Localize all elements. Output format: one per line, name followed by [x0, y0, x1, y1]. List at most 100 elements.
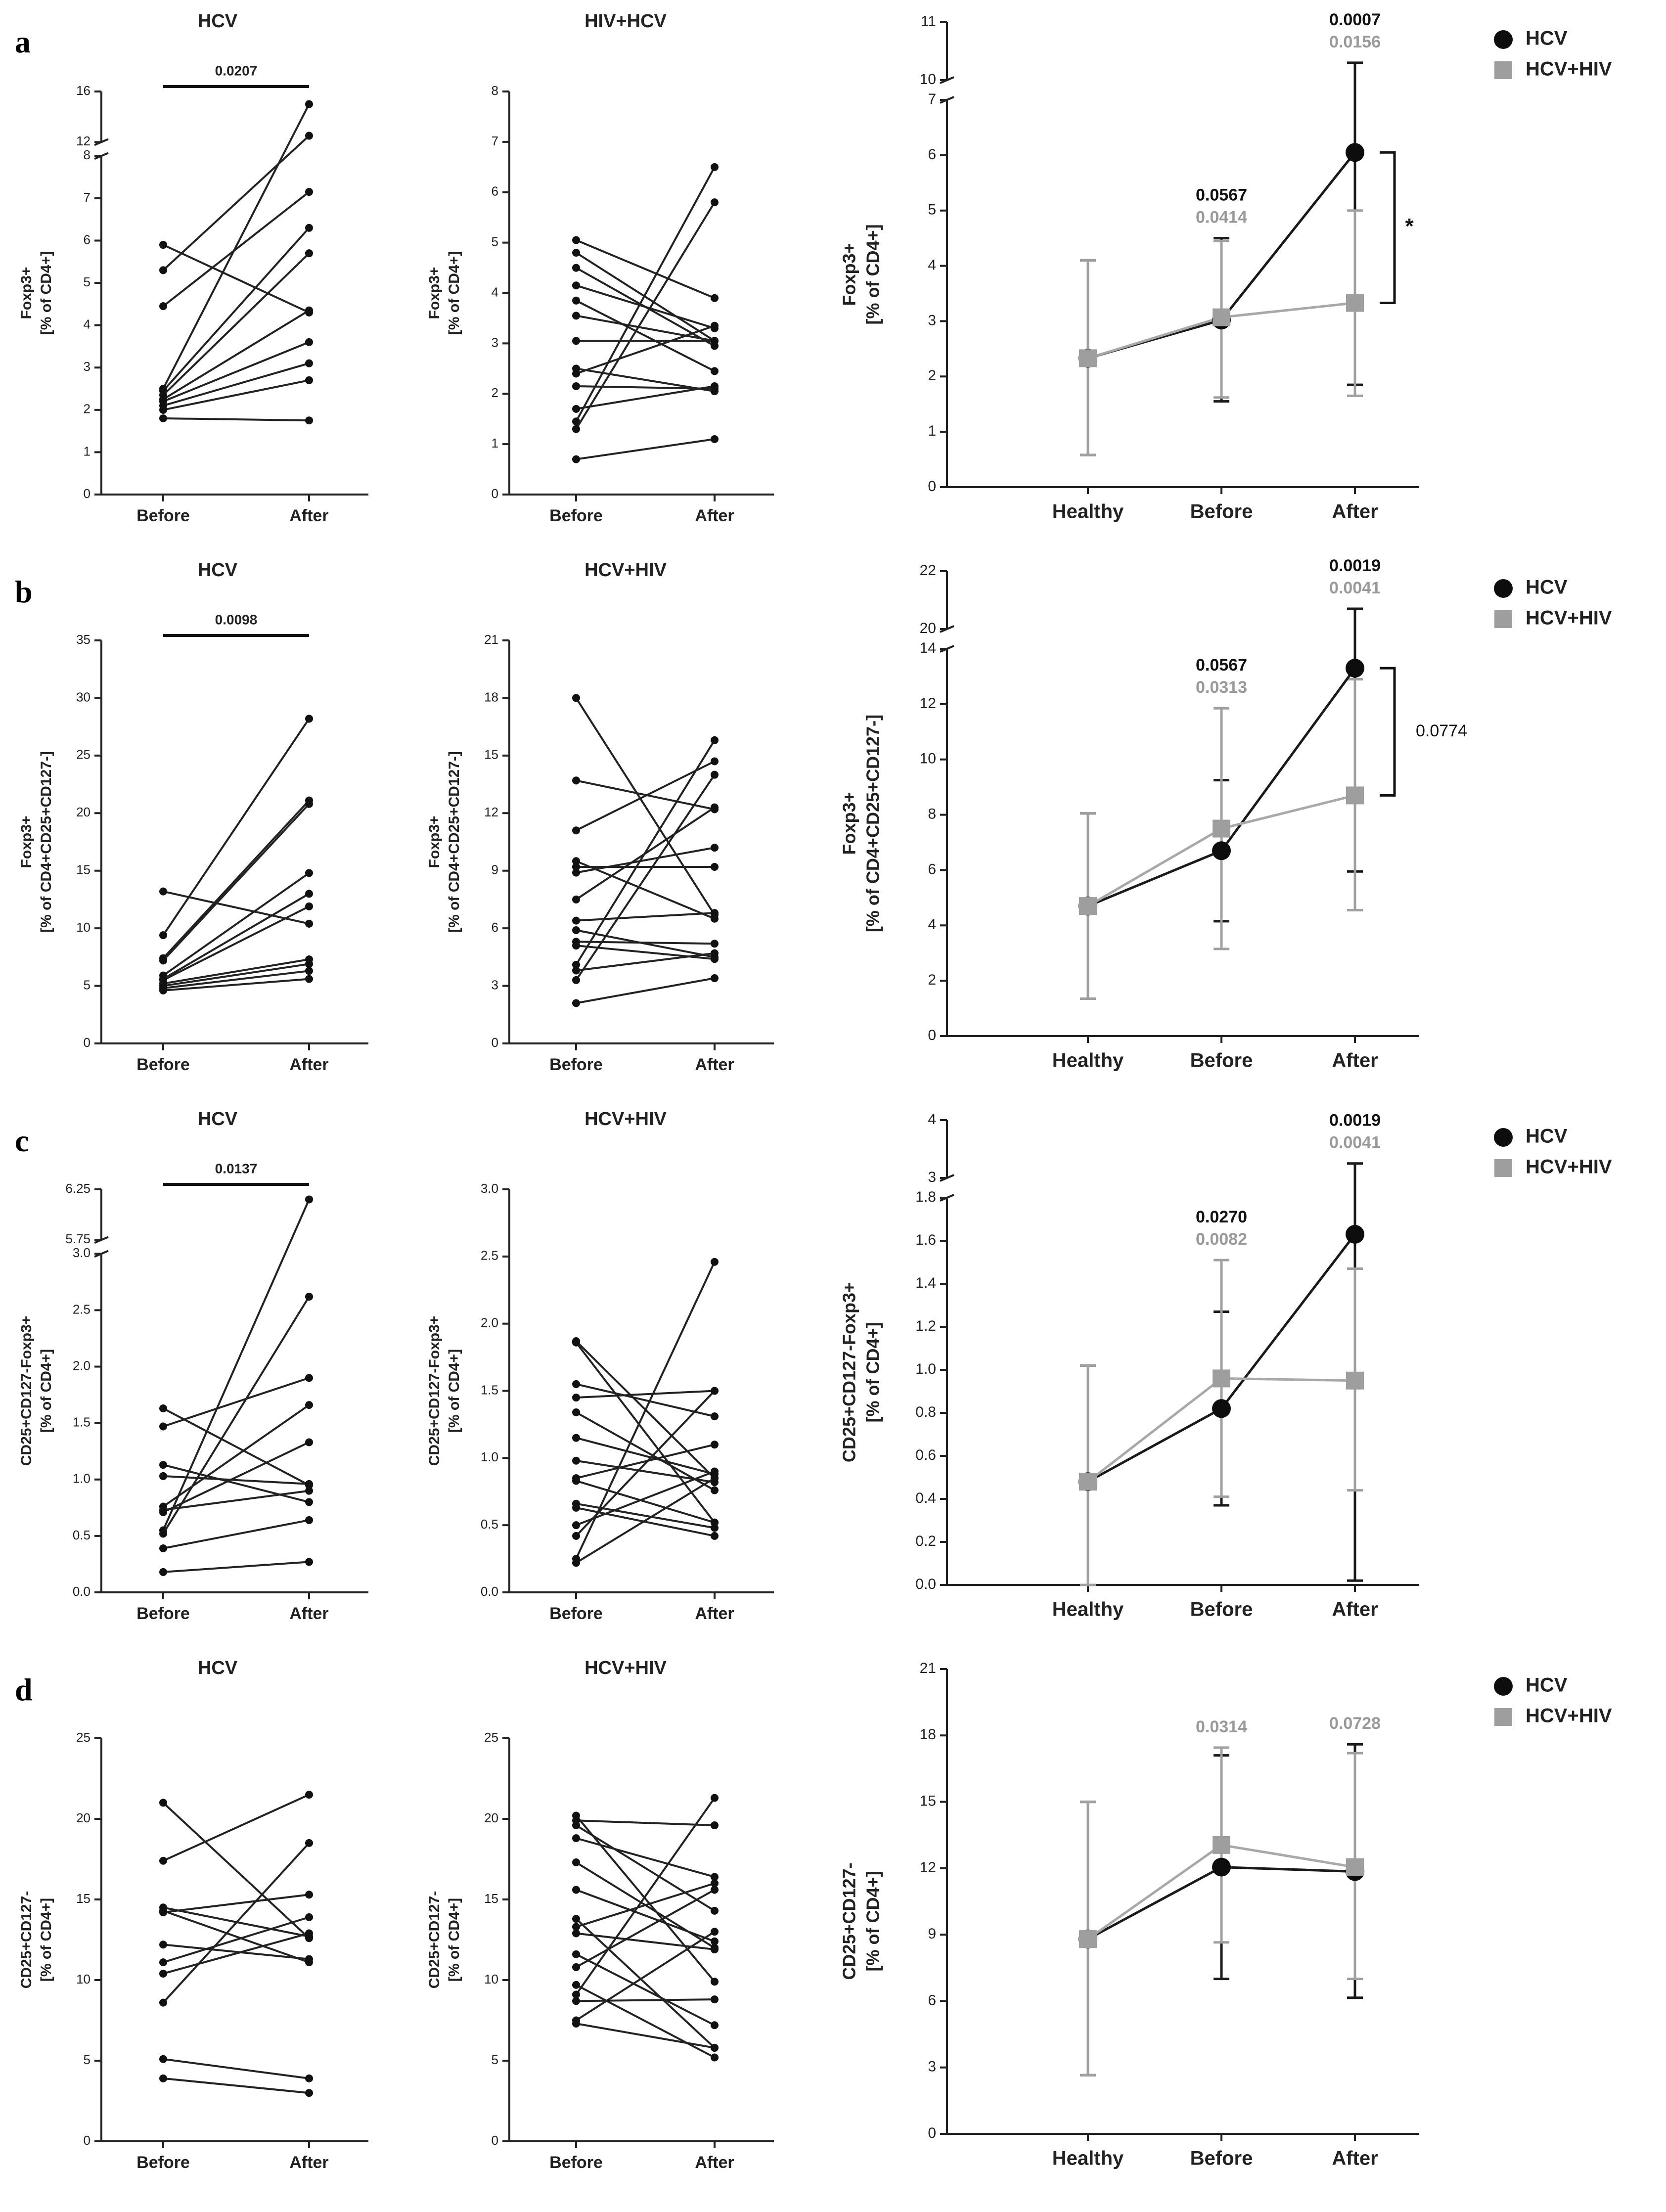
row3-hcv-hiv-after-point: [711, 1873, 719, 1881]
row0-hcv-hiv-y-label: [% of CD4+]: [446, 251, 462, 335]
row3-hcv-hiv-subject-line: [576, 1882, 715, 1928]
row0-hcv-before-point: [159, 406, 167, 414]
row0-mean-legend-hcv-hiv-marker: [1494, 61, 1512, 79]
row0-hcv-hiv-y-tick-label: 0: [492, 486, 498, 501]
row0-hcv-hiv-y-tick-label: 3: [492, 335, 498, 350]
panel-letter-d: d: [15, 1672, 33, 1707]
row3-hcv-hiv-before-point: [572, 1915, 580, 1923]
row1-hcv-hiv-before-point: [572, 942, 580, 950]
row1-mean-y-tick-label: 10: [920, 751, 936, 767]
row0-hcv-subject-line: [163, 341, 310, 403]
row1-hcv-hiv-y-tick-label: 6: [492, 920, 498, 935]
row1-hcv-hiv-y-label: Foxp3+: [426, 816, 443, 868]
row1-mean-y-tick-label: 20: [920, 620, 936, 636]
row0-hcv-hiv-subject-line: [576, 299, 715, 372]
row1-hcv-hiv-before-point: [572, 862, 580, 871]
row0-mean-y-tick-label: 5: [928, 202, 936, 218]
row3-hcv-hiv-subject-line: [575, 1815, 716, 1983]
row3-hcv-y-label: [% of CD4+]: [38, 1898, 54, 1982]
row0-hcv-subject-line: [163, 244, 310, 314]
row0-mean-legend-hcv-label: HCV: [1526, 28, 1568, 49]
row2-hcv-y-tick-label: 0.5: [73, 1528, 90, 1542]
row0-hcv-before-point: [159, 302, 167, 311]
row2-hcv-hiv-after-point: [711, 1474, 719, 1483]
row2-hcv-hiv-after-point: [711, 1387, 719, 1395]
row1-mean-p-value-hcv: 0.0019: [1329, 556, 1381, 575]
row3-hcv-subject-line: [162, 1842, 310, 2003]
row3-hcv-hiv-after-point: [711, 1794, 719, 1802]
row3-hcv-before-point: [159, 1941, 167, 1949]
row1-mean-legend-hcv-marker: [1494, 579, 1513, 598]
row2-hcv-hiv-before-point: [572, 1434, 580, 1442]
row2-mean-p-value-hcv: 0.0019: [1329, 1111, 1381, 1130]
row1-hcv-subject-line: [162, 893, 310, 980]
row3-hcv-hiv-x-tick-label: After: [695, 2153, 734, 2172]
row1-hcv-hiv-after-point: [711, 736, 719, 744]
row3-hcv-hiv-before-point: [572, 1963, 580, 1971]
row0-hcv-subject-line: [162, 252, 310, 396]
row3-hcv-hiv-before-point: [572, 1821, 580, 1830]
row0-hcv-hiv-before-point: [572, 337, 580, 345]
row1-hcv-subject-line: [162, 803, 310, 961]
row0-hcv-hiv-subject-line: [575, 252, 716, 342]
row0-hcv-subject-line: [163, 379, 310, 411]
row1-hcv-hiv-before-point: [572, 776, 580, 785]
row2-hcv-after-point: [305, 1438, 313, 1446]
row0-mean-y-tick-label: 10: [920, 71, 936, 88]
row3-hcv-hiv-after-point: [711, 1879, 719, 1888]
row2-hcv-y-tick-label: 0.0: [73, 1584, 90, 1599]
row2-hcv-after-point: [305, 1195, 313, 1204]
row3-hcv-hiv-after-point: [711, 1945, 719, 1954]
row3-hcv-x-tick-label: After: [289, 2153, 328, 2172]
row1-mean-comparison-bracket: [1380, 667, 1396, 797]
row0-hcv-y-tick-label: 4: [84, 317, 90, 332]
row2-mean-hcv-hiv-marker: [1079, 1473, 1097, 1491]
row3-hcv-after-point: [305, 1929, 313, 1938]
row1-hcv-hiv-after-point: [711, 803, 719, 812]
row0-hcv-hiv-after-point: [711, 435, 719, 443]
row1-mean-y-tick-label: 6: [928, 861, 936, 877]
row0-hcv-after-point: [305, 338, 313, 346]
row2-mean-y-tick-label: 0.0: [915, 1576, 936, 1592]
row0-hcv-hiv-after-point: [711, 294, 719, 302]
row1-mean-y-label: Foxp3+: [839, 792, 859, 855]
row1-hcv-hiv-x-tick-label: Before: [549, 1055, 603, 1074]
row2-hcv-significance-label: 0.0137: [215, 1161, 258, 1176]
row0-mean-y-tick-label: 7: [928, 91, 936, 107]
row0-hcv-subject-line: [162, 135, 310, 271]
row3-hcv-after-point: [305, 1913, 313, 1921]
row3-mean-legend-hcv-hiv-label: HCV+HIV: [1526, 1705, 1612, 1727]
row3-mean-y-label: CD25+CD127-: [839, 1862, 859, 1980]
row1-mean-hcv-marker: [1346, 659, 1364, 678]
row0-mean-comparison-label: *: [1405, 214, 1414, 238]
row0-hcv-hiv-subject-line: [576, 239, 715, 299]
row0-hcv-after-point: [305, 132, 313, 140]
row0-hcv-after-point: [305, 188, 313, 196]
row2-hcv-hiv-x-tick-label: After: [695, 1604, 734, 1623]
row2-mean-y-tick-label: 1.8: [915, 1189, 936, 1205]
row1-hcv-subject-line: [163, 958, 310, 985]
row0-hcv-hiv-after-point: [711, 163, 719, 171]
row1-mean-p-value-hcv-hiv: 0.0041: [1329, 579, 1381, 597]
row0-mean-comparison-bracket: [1380, 151, 1396, 305]
row1-hcv-hiv-after-point: [711, 955, 719, 963]
row3-mean-x-tick-label: Before: [1190, 2148, 1253, 2169]
row3-hcv-hiv-x-tick-label: Before: [549, 2153, 603, 2172]
row1-hcv-hiv-after-point: [711, 974, 719, 983]
row1-hcv-hiv-before-point: [572, 857, 580, 865]
row0-hcv-hiv-after-point: [711, 337, 719, 345]
row2-hcv-after-point: [305, 1293, 313, 1301]
row2-mean-x-tick-label: After: [1332, 1599, 1378, 1621]
row3-hcv-hiv-after-point: [711, 1906, 719, 1915]
row2-mean-legend-hcv-marker: [1494, 1128, 1513, 1147]
row2-mean-x-tick-label: Healthy: [1052, 1599, 1124, 1621]
row3-hcv-hiv-subject-line: [576, 1984, 715, 2059]
row1-hcv-hiv-before-point: [572, 966, 580, 975]
row0-hcv-y-tick-label: 2: [84, 402, 90, 416]
row1-hcv-hiv-y-tick-label: 0: [492, 1035, 498, 1050]
row3-hcv-before-point: [159, 1856, 167, 1865]
row0-hcv-after-point: [305, 376, 313, 384]
row1-mean-hcv-hiv-marker: [1346, 786, 1364, 805]
row0-mean-x-tick-label: After: [1332, 501, 1378, 523]
